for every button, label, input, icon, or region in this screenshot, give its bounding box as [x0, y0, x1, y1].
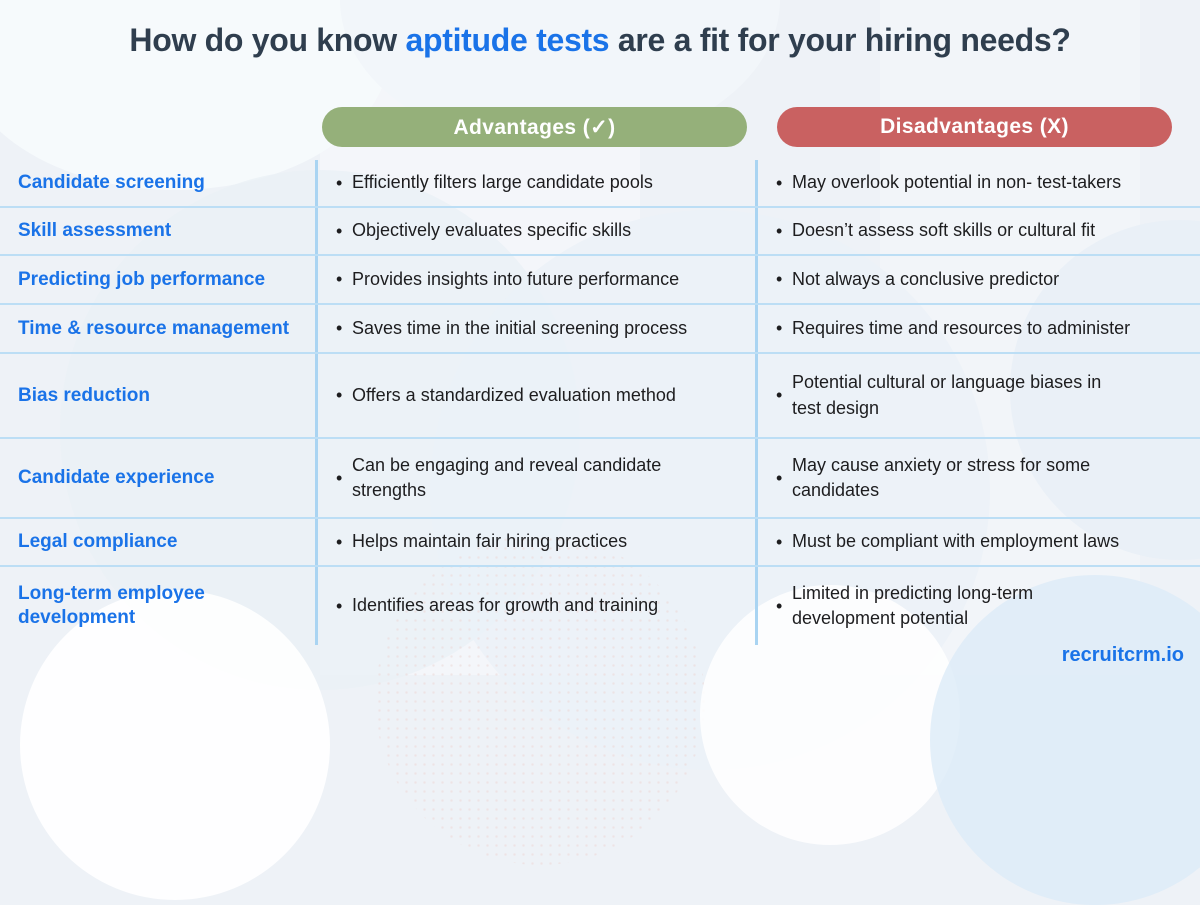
row-disadvantage-text: Limited in predicting long-term developm… — [792, 582, 1034, 628]
row-advantage-text: Identifies areas for growth and training — [352, 595, 659, 616]
row-advantage-text: Can be engaging and reveal candidate str… — [352, 454, 662, 500]
bullet-icon: • — [776, 172, 783, 193]
row-category: Candidate screening — [18, 172, 205, 194]
row-advantage-cell: • Provides insights into future performa… — [315, 256, 755, 303]
bullet-icon: • — [336, 172, 343, 193]
advantages-header-pill: Advantages (✓) — [322, 107, 747, 147]
row-advantage-text: Offers a standardized evaluation method — [352, 384, 676, 405]
row-disadvantage-cell: • Potential cultural or language biases … — [755, 354, 1200, 437]
title-post: are a fit for your hiring needs? — [609, 22, 1071, 58]
table-row-legal-compliance: Legal compliance • Helps maintain fair h… — [0, 519, 1200, 567]
row-disadvantage-cell: • Not always a conclusive predictor — [755, 256, 1200, 303]
brand-logo-text: recruitcrm.io — [1061, 644, 1184, 666]
bullet-icon: • — [336, 318, 343, 338]
table-row-predicting-job-performance: Predicting job performance • Provides in… — [0, 256, 1200, 305]
row-disadvantage-text: Doesn’t assess soft skills or cultural f… — [792, 220, 1096, 241]
table-row-bias-reduction: Bias reduction • Offers a standardized e… — [0, 354, 1200, 439]
table-row-candidate-experience: Candidate experience • Can be engaging a… — [0, 439, 1200, 519]
row-advantage-text: Objectively evaluates specific skills — [352, 220, 632, 241]
row-disadvantage-text: Requires time and resources to administe… — [792, 317, 1131, 338]
comparison-table: Candidate screening • Efficiently filter… — [0, 160, 1200, 645]
page-title: How do you know aptitude tests are a fit… — [0, 22, 1200, 59]
row-disadvantage-text: May overlook potential in non- test-take… — [792, 172, 1122, 193]
bullet-icon: • — [776, 531, 783, 552]
bullet-icon: • — [336, 595, 343, 616]
row-category: Predicting job performance — [18, 268, 266, 290]
row-disadvantage-text: May cause anxiety or stress for some can… — [792, 454, 1091, 500]
bullet-icon: • — [776, 595, 783, 616]
bullet-icon: • — [336, 385, 343, 405]
row-disadvantage-cell: • Requires time and resources to adminis… — [755, 305, 1200, 352]
table-row-long-term-employee-development: Long-term employee development • Identif… — [0, 567, 1200, 645]
table-row-candidate-screening: Candidate screening • Efficiently filter… — [0, 160, 1200, 208]
bullet-icon: • — [776, 385, 783, 405]
row-advantage-cell: • Saves time in the initial screening pr… — [315, 305, 755, 352]
advantages-header-label: Advantages (✓) — [453, 115, 616, 139]
bullet-icon: • — [776, 318, 783, 338]
table-row-skill-assessment: Skill assessment • Objectively evaluates… — [0, 208, 1200, 256]
row-advantage-text: Efficiently filters large candidate pool… — [352, 172, 653, 193]
table-row-time-resource-management: Time & resource management • Saves time … — [0, 305, 1200, 354]
row-advantage-text: Provides insights into future performanc… — [352, 268, 680, 289]
title-pre: How do you know — [129, 22, 406, 58]
row-disadvantage-text: Must be compliant with employment laws — [792, 531, 1120, 552]
row-category: Candidate experience — [18, 467, 215, 489]
bullet-icon: • — [776, 220, 783, 241]
row-advantage-cell: • Efficiently filters large candidate po… — [315, 160, 755, 206]
row-disadvantage-cell: • Must be compliant with employment laws — [755, 519, 1200, 565]
row-advantage-text: Saves time in the initial screening proc… — [352, 317, 688, 338]
disadvantages-header-pill: Disadvantages (X) — [777, 107, 1172, 147]
row-advantage-cell: • Helps maintain fair hiring practices — [315, 519, 755, 565]
row-category: Legal compliance — [18, 531, 178, 553]
row-disadvantage-cell: • Doesn’t assess soft skills or cultural… — [755, 208, 1200, 254]
row-disadvantage-cell: • May overlook potential in non- test-ta… — [755, 160, 1200, 206]
row-advantage-cell: • Identifies areas for growth and traini… — [315, 567, 755, 645]
row-disadvantage-cell: • May cause anxiety or stress for some c… — [755, 439, 1200, 517]
bullet-icon: • — [336, 467, 343, 488]
bullet-icon: • — [336, 531, 343, 552]
title-highlight: aptitude tests — [405, 22, 610, 58]
row-category: Skill assessment — [18, 220, 172, 242]
row-advantage-text: Helps maintain fair hiring practices — [352, 531, 628, 552]
row-category: Bias reduction — [18, 384, 150, 406]
row-disadvantage-text: Not always a conclusive predictor — [792, 268, 1060, 289]
row-category: Long-term employee development — [18, 583, 205, 628]
row-disadvantage-cell: • Limited in predicting long-term develo… — [755, 567, 1200, 645]
row-advantage-cell: • Objectively evaluates specific skills — [315, 208, 755, 254]
row-advantage-cell: • Can be engaging and reveal candidate s… — [315, 439, 755, 517]
row-disadvantage-text: Potential cultural or language biases in… — [792, 372, 1102, 418]
bullet-icon: • — [776, 467, 783, 488]
bullet-icon: • — [336, 269, 343, 289]
bullet-icon: • — [336, 220, 343, 241]
row-advantage-cell: • Offers a standardized evaluation metho… — [315, 354, 755, 437]
bullet-icon: • — [776, 269, 783, 289]
disadvantages-header-label: Disadvantages (X) — [880, 115, 1069, 138]
row-category: Time & resource management — [18, 317, 290, 339]
